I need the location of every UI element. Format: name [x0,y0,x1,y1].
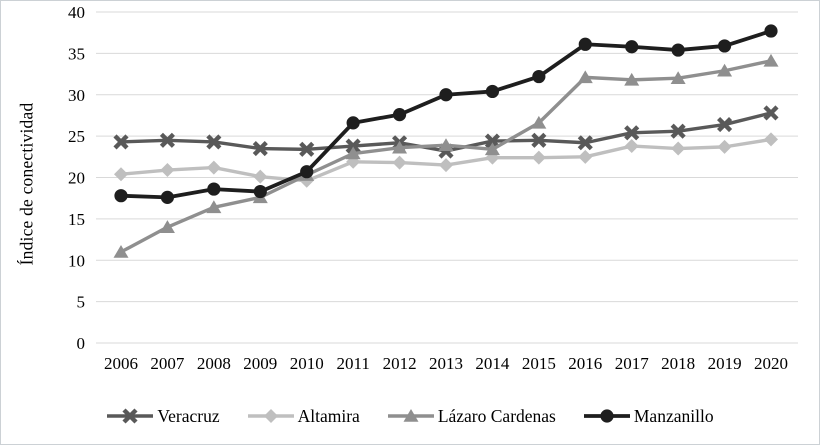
y-tick-label: 40 [68,3,85,22]
x-tick-label: 2019 [708,354,742,373]
series-altamira [114,132,778,188]
x-tick-label: 2011 [336,354,369,373]
y-tick-label: 0 [77,334,86,353]
legend-label: Veracruz [157,405,220,426]
x-tick-label: 2007 [150,354,185,373]
circle-marker-icon [583,409,630,423]
y-tick-label: 5 [77,293,86,312]
y-tick-label: 30 [68,86,85,105]
x-tick-label: 2008 [197,354,231,373]
x-tick-label: 2010 [290,354,324,373]
legend-label: Manzanillo [633,405,714,426]
x-tick-label: 2006 [104,354,138,373]
x-tick-label: 2017 [615,354,650,373]
legend-item-veracruz: Veracruz [106,405,220,427]
x-tick-label: 2016 [568,354,602,373]
x-tick-label: 2012 [383,354,417,373]
legend-item-altamira: Altamira [247,406,360,427]
triangle-marker-icon [387,409,434,422]
legend-item-manzanillo: Manzanillo [583,406,714,427]
x-marker-icon [107,408,154,424]
y-tick-label: 35 [68,44,85,63]
y-axis-tick-labels: 0 5 10 15 20 25 30 35 40 [68,3,85,353]
gridlines [96,11,798,344]
y-tick-label: 25 [68,127,85,146]
x-tick-label: 2020 [754,354,788,373]
chart-legend: Veracruz Altamira Lázaro Cardenas Manzan… [1,397,819,435]
legend-label: Altamira [297,405,360,426]
y-tick-label: 15 [68,210,85,229]
diamond-marker-icon [247,409,294,423]
x-axis-tick-labels: 2006 2007 2008 2009 2010 2011 2012 2013 2014 2015… [104,354,788,373]
x-tick-label: 2014 [475,354,510,373]
series-manzanillo [114,24,778,204]
legend-label: Lázaro Cardenas [437,405,556,426]
x-tick-label: 2013 [429,354,463,373]
y-tick-label: 20 [68,169,85,188]
y-tick-label: 10 [68,251,85,270]
y-axis-title: Índice de conectividad [16,102,37,266]
legend-item-lazaro-cardenas: Lázaro Cardenas [387,406,556,427]
x-tick-label: 2015 [522,354,556,373]
series-lazaro-cardenas [113,53,779,258]
x-tick-label: 2018 [661,354,695,373]
x-tick-label: 2009 [243,354,277,373]
